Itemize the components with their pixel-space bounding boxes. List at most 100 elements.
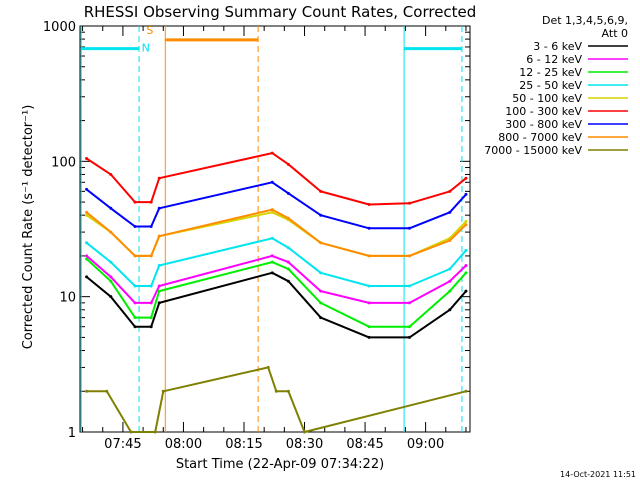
data-point xyxy=(448,289,452,293)
data-point xyxy=(407,254,411,258)
data-point xyxy=(464,248,468,252)
legend-label: 100 - 300 keV xyxy=(505,105,582,118)
series-line xyxy=(86,211,467,257)
data-point xyxy=(270,260,274,264)
data-point xyxy=(133,254,137,258)
marker-label: N xyxy=(142,41,150,54)
data-point xyxy=(85,257,89,261)
data-point xyxy=(109,275,113,279)
data-point xyxy=(319,316,323,320)
y-axis-label: Corrected Count Rate (s⁻¹ detector⁻¹) xyxy=(21,105,36,350)
legend-label: 25 - 50 keV xyxy=(519,79,582,92)
x-tick-label: 08:15 xyxy=(225,437,262,452)
data-point xyxy=(266,365,270,369)
data-point xyxy=(448,189,452,193)
data-point xyxy=(157,206,161,210)
data-point xyxy=(303,430,307,434)
data-point xyxy=(85,389,89,393)
footer-date: 14-Oct-2021 11:51 xyxy=(560,470,636,479)
data-point xyxy=(85,156,89,160)
data-point xyxy=(319,289,323,293)
data-point xyxy=(286,267,290,271)
data-point xyxy=(286,389,290,393)
x-tick-label: 08:45 xyxy=(346,437,383,452)
data-point xyxy=(149,301,153,305)
data-point xyxy=(464,271,468,275)
data-point xyxy=(319,271,323,275)
legend-label: 3 - 6 keV xyxy=(533,40,582,53)
data-point xyxy=(157,289,161,293)
legend-header: Det 1,3,4,5,6,9, Att 0 xyxy=(542,14,628,40)
data-point xyxy=(149,200,153,204)
legend-label: 7000 - 15000 keV xyxy=(484,144,582,157)
data-point xyxy=(464,219,468,223)
data-point xyxy=(270,236,274,240)
series-line xyxy=(85,237,467,287)
data-point xyxy=(270,210,274,214)
legend-label: 300 - 800 keV xyxy=(505,118,582,131)
y-axis-label-text: Corrected Count Rate (s⁻¹ detector⁻¹) xyxy=(21,105,36,350)
data-point xyxy=(367,301,371,305)
data-point xyxy=(286,279,290,283)
data-point xyxy=(464,223,468,227)
data-point xyxy=(464,263,468,267)
data-point xyxy=(109,260,113,264)
data-point xyxy=(367,325,371,329)
series-line xyxy=(85,181,467,230)
data-point xyxy=(319,189,323,193)
legend-label: 12 - 25 keV xyxy=(519,66,582,79)
data-point xyxy=(149,224,153,228)
data-point xyxy=(270,254,274,258)
data-point xyxy=(161,389,165,393)
data-point xyxy=(286,246,290,250)
legend-label: 50 - 100 keV xyxy=(512,92,582,105)
data-point xyxy=(109,230,113,234)
data-point xyxy=(270,180,274,184)
y-tick-label: 10 xyxy=(59,291,76,306)
data-point xyxy=(448,279,452,283)
series-line xyxy=(85,208,467,257)
x-tick-label: 09:00 xyxy=(407,437,444,452)
plot-frame xyxy=(79,25,471,433)
data-point xyxy=(133,316,137,320)
data-point xyxy=(109,295,113,299)
data-point xyxy=(133,224,137,228)
data-point xyxy=(157,284,161,288)
series-line xyxy=(85,254,467,304)
data-point xyxy=(274,389,278,393)
data-point xyxy=(367,284,371,288)
series-line xyxy=(85,271,467,339)
data-point xyxy=(157,263,161,267)
y-tick-label: 1 xyxy=(68,426,76,441)
data-point xyxy=(133,284,137,288)
data-point xyxy=(448,210,452,214)
data-point xyxy=(157,234,161,238)
data-point xyxy=(149,325,153,329)
chart-title: RHESSI Observing Summary Count Rates, Co… xyxy=(84,3,477,21)
data-point xyxy=(319,213,323,217)
data-point xyxy=(109,279,113,283)
data-point xyxy=(129,430,133,434)
data-point xyxy=(109,206,113,210)
data-point xyxy=(407,335,411,339)
plot-area: 1 10 100 1000 07:45 08:00 08:15 08:30 08:45 09:00… xyxy=(43,20,471,452)
data-point xyxy=(157,301,161,305)
data-point xyxy=(407,325,411,329)
data-point xyxy=(149,284,153,288)
data-point xyxy=(157,176,161,180)
data-point xyxy=(149,254,153,258)
data-point xyxy=(464,176,468,180)
series-line xyxy=(85,258,467,328)
data-point xyxy=(448,267,452,271)
x-axis-label: Start Time (22-Apr-09 07:34:22) xyxy=(176,457,384,472)
data-point xyxy=(85,187,89,191)
x-tick-label: 08:30 xyxy=(286,437,323,452)
data-point xyxy=(85,213,89,217)
data-point xyxy=(270,208,274,212)
data-point xyxy=(270,271,274,275)
data-point xyxy=(286,216,290,220)
data-point xyxy=(464,192,468,196)
data-point xyxy=(407,201,411,205)
